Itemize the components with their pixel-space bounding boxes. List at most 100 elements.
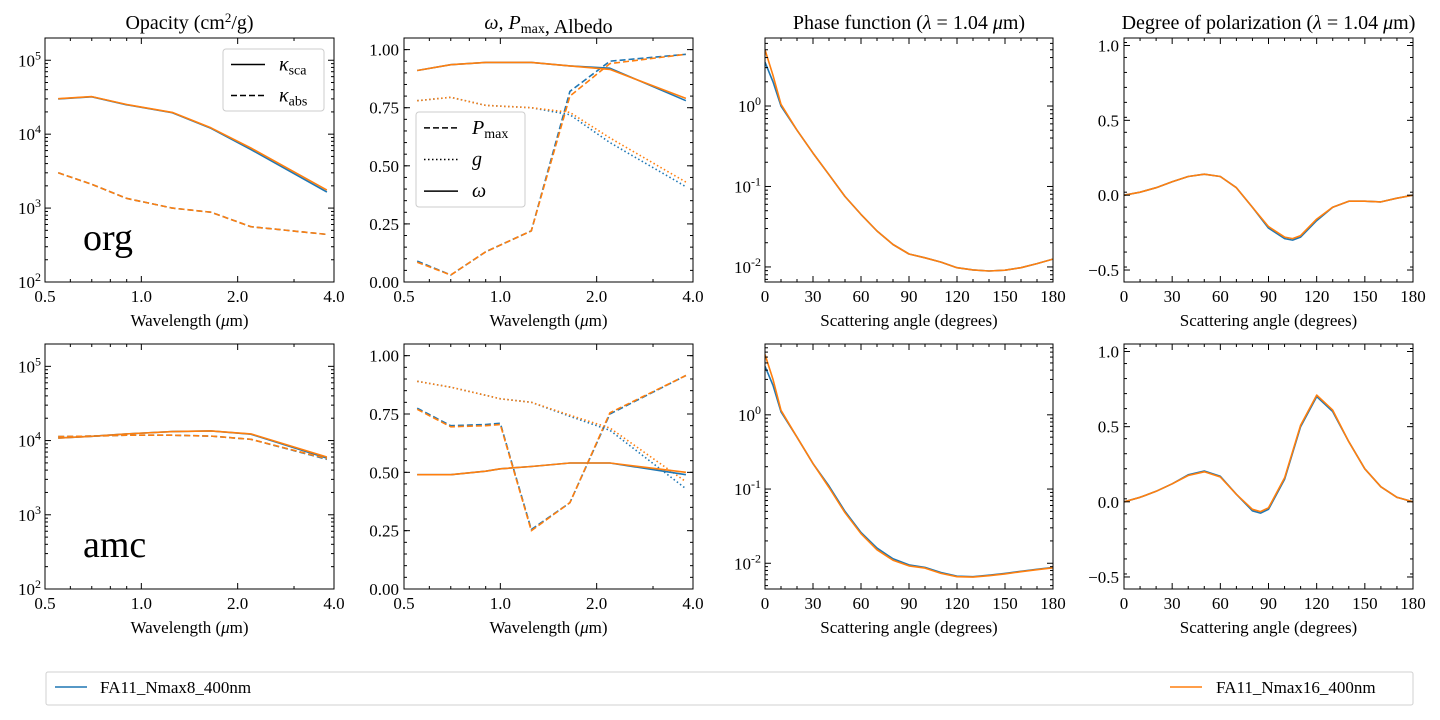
series-group [58, 430, 328, 461]
y-tick-label: 1.0 [1098, 36, 1119, 55]
x-tick-label: 90 [901, 594, 918, 613]
y-tick-label: 0.25 [369, 215, 399, 234]
panel-title: Degree of polarization (λ = 1.04 μm) [1122, 12, 1416, 34]
series-line-model-1 [1124, 394, 1413, 513]
x-axis-label: Wavelength (μm) [489, 311, 607, 330]
y-tick-label: 0.5 [1098, 111, 1119, 130]
x-tick-label: 30 [1164, 594, 1181, 613]
panel-title: Phase function (λ = 1.04 μm) [793, 12, 1025, 34]
series-line-model-1 [765, 49, 1053, 272]
series-line-Pmax-model-0 [416, 374, 687, 531]
x-tick-label: 90 [1260, 594, 1277, 613]
panel-org-albedo: 0.5 1.0 2.0 4.0 0.00 0.25 0.50 0.75 1.00 Waveleng… [369, 12, 703, 330]
x-tick-label: 30 [805, 594, 822, 613]
panel-amc-pol: 0 30 60 90 120 150 180 −0.5 0.0 0.5 1.0 Scattering … [1088, 343, 1426, 637]
series-line-Pmax-model-1 [416, 374, 687, 532]
panel-legend-label: g [472, 149, 482, 171]
panel-annotation: org [83, 217, 133, 259]
x-tick-label: 30 [805, 287, 822, 306]
x-axis-label: Scattering angle (degrees) [1180, 618, 1357, 637]
y-tick-label: 0.00 [369, 580, 399, 599]
y-tick-label: 0.50 [369, 157, 399, 176]
y-tick-label: 105 [18, 48, 41, 70]
y-tick-label: 0.25 [369, 522, 399, 541]
y-tick-label: −0.5 [1088, 261, 1119, 280]
panel-annotation: amc [83, 524, 146, 566]
y-tick-label: 1.00 [369, 347, 399, 366]
x-axis-label: Scattering angle (degrees) [820, 311, 997, 330]
panel-legend-label: Pmax [471, 117, 508, 142]
x-tick-label: 1.0 [131, 594, 152, 613]
series-line-Pmax-model-1 [416, 53, 686, 276]
x-tick-label: 120 [944, 287, 970, 306]
series-line-ω-model-1 [417, 61, 687, 100]
axes-frame [403, 37, 694, 283]
series-line-κabs-model-0 [58, 434, 328, 461]
y-tick-label: 0.75 [369, 405, 399, 424]
series-line-model-0 [765, 365, 1053, 578]
x-tick-label: 2.0 [227, 287, 248, 306]
x-tick-label: 180 [1400, 594, 1426, 613]
x-tick-label: 180 [1400, 287, 1426, 306]
x-tick-label: 90 [901, 287, 918, 306]
x-tick-label: 180 [1040, 594, 1066, 613]
series-line-κabs-model-1 [58, 434, 328, 460]
legend-label-model-0: FA11_Nmax8_400nm [100, 678, 251, 697]
y-tick-label: 0.00 [369, 273, 399, 292]
y-tick-label: 0.0 [1098, 493, 1119, 512]
x-tick-label: 0.5 [34, 594, 55, 613]
panel-legend: Pmax gω [415, 111, 526, 208]
series-line-ω-model-1 [417, 462, 686, 476]
panel-org-pol: 0 30 60 90 120 150 180 −0.5 0.0 0.5 1.0 Scattering … [1088, 12, 1426, 330]
panel-title: ω, Pmax, Albedo [484, 12, 612, 38]
figure-legend: FA11_Nmax8_400nm FA11_Nmax16_400nm [45, 671, 1414, 706]
axes-frame [764, 343, 1054, 590]
x-tick-label: 1.0 [131, 287, 152, 306]
series-line-model-0 [765, 61, 1053, 272]
legend-frame [45, 671, 1414, 706]
axes-frame [1123, 37, 1414, 283]
y-tick-label: 10-1 [734, 174, 761, 196]
series-group [765, 49, 1053, 272]
series-group [416, 374, 687, 532]
panel-amc-phase: 0 30 60 90 120 150 180 10-2 10-1 100 Scattering an… [734, 343, 1066, 637]
panel-legend: κsca κabs [222, 48, 325, 112]
panel-legend-label: κabs [279, 85, 307, 110]
x-tick-label: 60 [1212, 594, 1229, 613]
y-tick-label: 105 [18, 354, 41, 376]
y-tick-label: 0.0 [1098, 186, 1119, 205]
x-tick-label: 120 [1304, 287, 1330, 306]
panel-legend-label: ω [472, 180, 486, 202]
panel-title: Opacity (cm2/g) [125, 10, 253, 34]
x-axis-label: Wavelength (μm) [130, 618, 248, 637]
series-group [765, 354, 1053, 578]
x-tick-label: 60 [853, 287, 870, 306]
x-tick-label: 2.0 [586, 287, 607, 306]
series-line-κsca-model-1 [58, 430, 328, 458]
series-line-κabs-model-1 [57, 172, 327, 236]
y-tick-label: −0.5 [1088, 568, 1119, 587]
x-tick-label: 0.5 [393, 287, 414, 306]
x-tick-label: 4.0 [323, 594, 344, 613]
y-tick-label: 10-1 [734, 477, 761, 499]
panel-legend-label: κsca [279, 54, 307, 79]
x-tick-label: 120 [1304, 594, 1330, 613]
x-tick-label: 0.5 [34, 287, 55, 306]
x-axis-label: Wavelength (μm) [489, 618, 607, 637]
legend-label-model-1: FA11_Nmax16_400nm [1216, 678, 1376, 697]
y-tick-label: 100 [738, 403, 761, 425]
y-tick-label: 1.00 [369, 41, 399, 60]
y-tick-label: 104 [18, 122, 41, 144]
x-tick-label: 1.0 [490, 594, 511, 613]
x-tick-label: 150 [1352, 287, 1378, 306]
x-tick-label: 4.0 [682, 287, 703, 306]
series-line-model-1 [1124, 173, 1413, 240]
panel-org-phase: 0 30 60 90 120 150 180 10-2 10-1 100 Scattering an… [734, 12, 1066, 330]
x-tick-label: 0 [1120, 594, 1129, 613]
series-line-ω-model-0 [417, 61, 687, 102]
x-tick-label: 60 [1212, 287, 1229, 306]
series-line-g-model-1 [417, 380, 687, 483]
